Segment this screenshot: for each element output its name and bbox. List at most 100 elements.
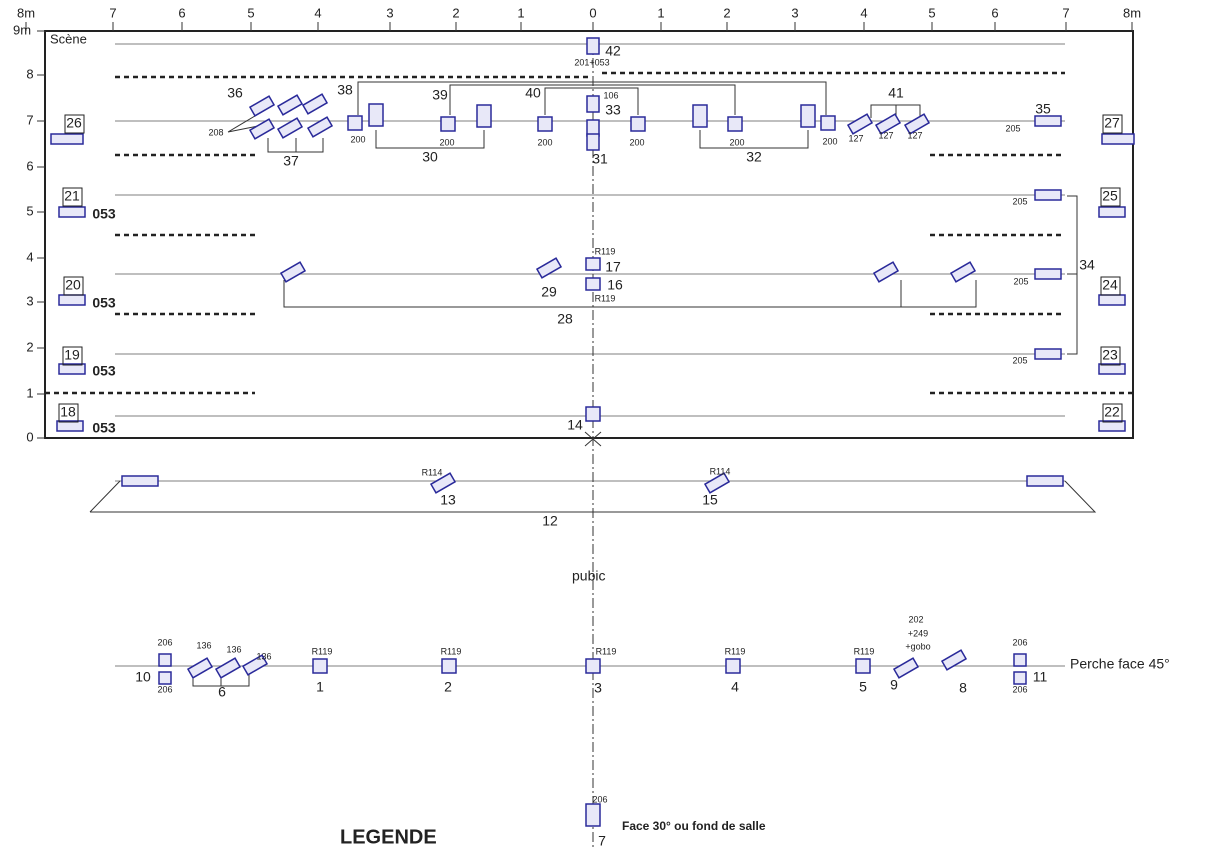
bars [45,40,1133,847]
gel-code: R119 [596,646,617,656]
fixture-number: 15 [702,492,718,508]
ruler-y-label: 2 [26,339,33,354]
ruler-y-label: 3 [26,293,33,308]
gel-code: 206 [157,684,172,694]
gel-code: 200 [822,136,837,146]
fixture-number: 30 [422,149,438,165]
fixture-icon [585,658,601,674]
gel-code: 205 [1005,123,1020,133]
fixture-icon [846,113,874,135]
fixture-icon [158,671,172,685]
fixture-icon [800,104,816,128]
fixture-icon [1101,133,1135,145]
fixture-number: 9 [890,677,898,693]
fixture-icon [312,658,328,674]
fixture-number: 33 [605,102,621,118]
fixture-icon [1098,294,1126,306]
gel-code: 200 [629,137,644,147]
gel-code: 200 [439,137,454,147]
fixture-icon [1013,653,1027,667]
fixture-icon [301,93,329,115]
gel-code: 201+053 [574,57,609,67]
fixture-icon [1034,189,1062,201]
fixture-number: 8 [959,680,967,696]
fixture-icon [725,658,741,674]
fixture-icon [585,277,601,291]
fixture-number: 35 [1035,101,1051,117]
fixture-number: 3 [594,680,602,696]
gel-code: R114 [422,467,443,477]
fixture-icon [874,113,902,135]
fixture-icon [248,118,276,140]
gel-code: R119 [441,646,462,656]
gel-code: 053 [92,420,116,436]
ruler-x-label: 7 [109,5,116,20]
fixture-icon [1034,348,1062,360]
fixture-icon [585,257,601,271]
fixture-number: 36 [227,85,243,101]
gel-code: R119 [595,246,616,256]
number-box [1102,114,1123,134]
ruler-x-label: 7 [1062,5,1069,20]
number-box [63,276,84,296]
caption: Perche face 45° [1070,656,1170,672]
fixture-icon [903,113,931,135]
gel-code: +gobo [905,641,930,651]
fixture-number: 17 [605,259,621,275]
fixture-icon [276,117,304,139]
fixture-icon [347,115,363,131]
gel-code: 053 [92,363,116,379]
gel-code: 202 [908,614,923,624]
fixture-icon [214,657,242,679]
gel-code: +249 [908,628,928,638]
fixture-icon [241,654,269,676]
fixture-number: 16 [607,277,623,293]
fixture-icon [306,116,334,138]
fixture-icon [892,657,920,679]
gel-code: R119 [312,646,333,656]
fixture-number: 14 [567,417,583,433]
gel-code: 053 [92,206,116,222]
fixture-number: 20 [65,277,81,293]
number-box [1102,403,1123,423]
caption: LEGENDE [340,826,437,847]
gel-code: R114 [710,466,731,476]
ruler-x-label: 1 [657,5,664,20]
ruler-x-label: 8m [1123,5,1141,20]
number-box [58,403,79,423]
fixture-number: 32 [746,149,762,165]
ruler-x-label: 3 [791,5,798,20]
gel-code: 127 [907,130,922,140]
gel-code: 127 [878,130,893,140]
fixture-number: 19 [64,347,80,363]
fixture-number: 2 [444,679,452,695]
fixture-icon [586,133,600,151]
caption: Face 30° ou fond de salle [622,819,766,833]
fixture-number: 12 [542,513,558,529]
fixture-icon [121,475,159,487]
number-box [62,187,83,207]
fixture-icon [872,261,900,283]
fixture-icon [586,37,600,55]
fixture-icon [1098,206,1126,218]
fixture-icon [58,363,86,375]
ruler-x-label: 6 [991,5,998,20]
fixture-number: 7 [598,833,606,847]
ruler-x-label: 3 [386,5,393,20]
ruler-x-label: 2 [723,5,730,20]
fixture-icon [158,653,172,667]
fixture-icon [1026,475,1064,487]
fixture-icon [585,803,601,827]
ruler-y-label: 5 [26,203,33,218]
gel-code: 127 [848,133,863,143]
fixture-number: 23 [1102,347,1118,363]
fixture-icon [630,116,646,132]
ruler-x-label: 0 [589,5,596,20]
fixture-icon [248,95,276,117]
ruler-x-label: 8m [17,5,35,20]
caption: Scène [50,31,87,46]
fixture-icon [585,406,601,422]
fixture-icon [586,95,600,113]
ruler-x-label: 4 [860,5,867,20]
fixture-number: 25 [1102,188,1118,204]
